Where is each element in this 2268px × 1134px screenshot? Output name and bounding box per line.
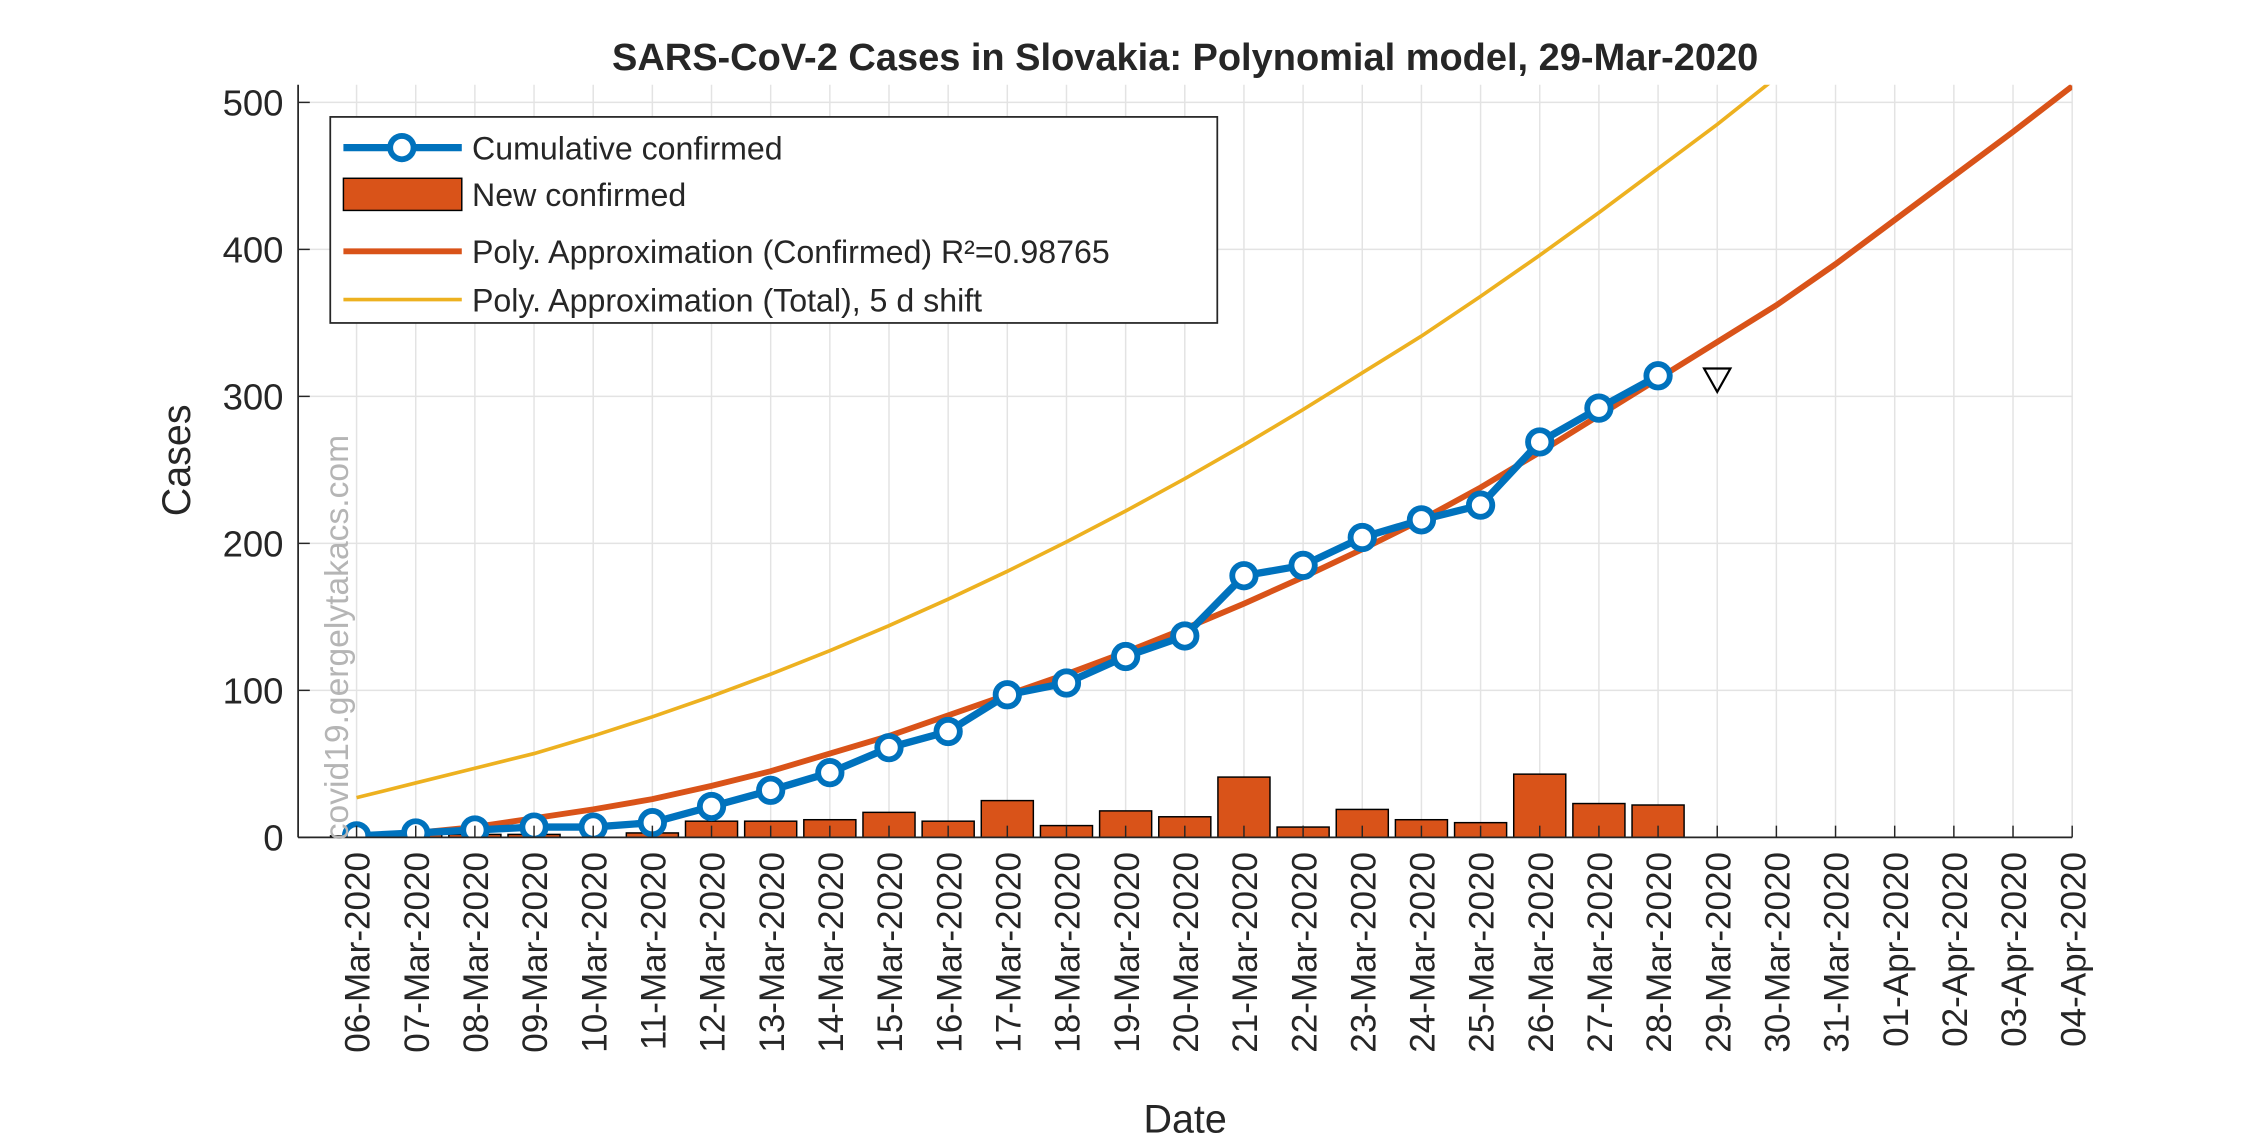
x-tick-label: 11-Mar-2020 — [635, 852, 674, 1050]
x-tick-label: 26-Mar-2020 — [1522, 852, 1561, 1053]
fit-line — [356, 84, 2073, 838]
x-tick-label: 10-Mar-2020 — [575, 852, 614, 1053]
x-tick-label: 30-Mar-2020 — [1759, 852, 1798, 1053]
x-tick-label: 14-Mar-2020 — [812, 852, 851, 1053]
x-tick-label: 09-Mar-2020 — [516, 852, 555, 1053]
data-point — [1288, 550, 1318, 581]
y-tick-label: 200 — [223, 524, 284, 565]
legend-swatch — [342, 177, 463, 212]
legend-marker — [387, 132, 417, 163]
data-point — [933, 716, 963, 747]
legend-label: New confirmed — [472, 177, 686, 213]
y-tick-label: 500 — [223, 83, 284, 124]
x-tick-label: 13-Mar-2020 — [753, 852, 792, 1053]
bar — [980, 799, 1035, 838]
x-tick-label: 21-Mar-2020 — [1226, 852, 1265, 1053]
bar — [1631, 804, 1685, 838]
data-point — [874, 733, 904, 763]
y-tick-label: 0 — [263, 818, 283, 859]
y-tick-label: 300 — [223, 377, 284, 418]
x-tick-label: 16-Mar-2020 — [930, 852, 969, 1053]
x-tick-label: 22-Mar-2020 — [1285, 852, 1324, 1053]
data-point — [1643, 361, 1673, 391]
data-point — [1347, 522, 1377, 553]
y-axis-label: Cases — [155, 404, 199, 516]
legend-label: Cumulative confirmed — [472, 130, 783, 166]
legend-box — [329, 116, 1219, 324]
data-point — [992, 680, 1022, 710]
x-tick-label: 28-Mar-2020 — [1640, 852, 1679, 1053]
x-axis-label: Date — [1143, 1098, 1226, 1134]
legend-label: Poly. Approximation (Confirmed) R²=0.987… — [472, 234, 1110, 270]
x-tick-label: 27-Mar-2020 — [1581, 852, 1620, 1053]
data-point — [1465, 490, 1496, 520]
x-tick-label: 08-Mar-2020 — [457, 852, 496, 1053]
data-point — [696, 791, 727, 822]
x-tick-label: 23-Mar-2020 — [1344, 852, 1383, 1053]
data-point — [1525, 427, 1555, 457]
x-tick-label: 24-Mar-2020 — [1404, 852, 1443, 1053]
data-point — [1229, 561, 1259, 591]
x-tick-label: 19-Mar-2020 — [1108, 852, 1147, 1053]
data-point — [815, 758, 845, 788]
fit-line — [356, 84, 1771, 800]
data-point — [1051, 668, 1082, 698]
x-tick-label: 03-Apr-2020 — [1995, 852, 2034, 1047]
watermark: covid19.gergelytakacs.com — [319, 435, 356, 840]
x-tick-label: 17-Mar-2020 — [989, 852, 1028, 1053]
y-tick-label: 100 — [223, 671, 284, 712]
data-point — [756, 775, 786, 805]
y-tick-label: 400 — [223, 230, 284, 271]
x-tick-label: 25-Mar-2020 — [1463, 852, 1502, 1053]
x-tick-label: 12-Mar-2020 — [694, 852, 733, 1053]
x-tick-label: 31-Mar-2020 — [1818, 852, 1857, 1053]
data-point — [1584, 393, 1614, 423]
data-point — [1406, 505, 1437, 535]
x-tick-label: 01-Apr-2020 — [1877, 852, 1916, 1047]
x-tick-label: 02-Apr-2020 — [1936, 852, 1975, 1047]
x-tick-label: 07-Mar-2020 — [398, 852, 437, 1053]
forecast-marker — [1702, 367, 1733, 395]
x-tick-label: 15-Mar-2020 — [871, 852, 910, 1053]
data-point — [1170, 621, 1200, 651]
legend-label: Poly. Approximation (Total), 5 d shift — [472, 282, 982, 318]
chart-title: SARS-CoV-2 Cases in Slovakia: Polynomial… — [612, 37, 1758, 79]
x-tick-label: 29-Mar-2020 — [1699, 852, 1738, 1053]
x-tick-label: 20-Mar-2020 — [1167, 852, 1206, 1053]
x-tick-label: 18-Mar-2020 — [1049, 852, 1088, 1053]
x-tick-label: 04-Apr-2020 — [2054, 852, 2093, 1047]
x-tick-label: 06-Mar-2020 — [339, 852, 378, 1053]
data-point — [1111, 641, 1141, 672]
